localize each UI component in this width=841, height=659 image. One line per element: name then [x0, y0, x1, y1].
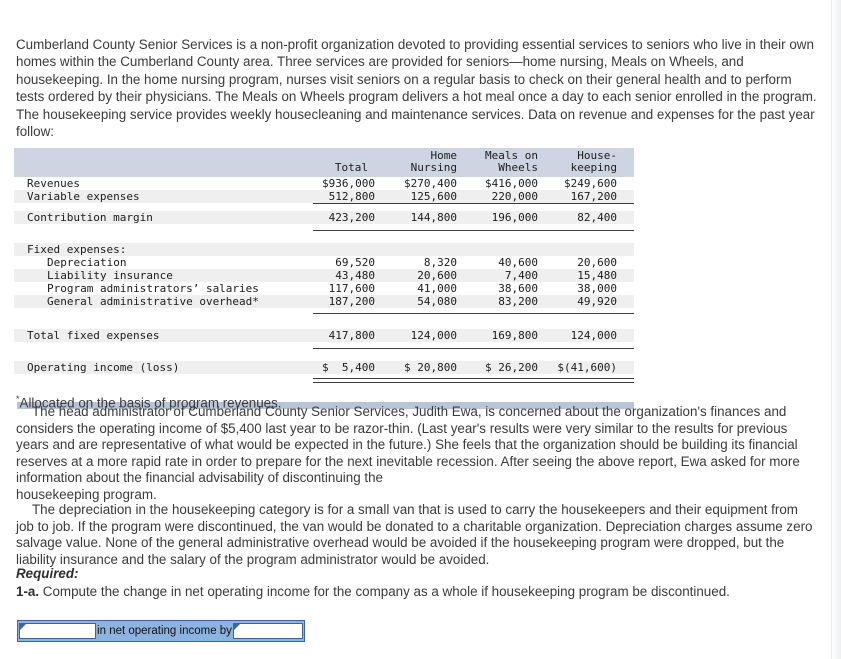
table-row: Revenues $936,000 $270,400 $416,000 $249,600	[14, 177, 634, 190]
financial-table-header: Total Home Nursing Meals on Wheels House-keep…	[14, 148, 634, 177]
row-label: Variable expenses	[27, 190, 140, 203]
column-header: Home Nursing	[410, 149, 457, 174]
cell-value: 512,800	[328, 190, 375, 203]
row-label: Depreciation	[47, 256, 127, 269]
table-row: Variable expenses 512,800 125,600 220,000 16…	[14, 190, 634, 203]
cell-value: 220,000	[491, 190, 538, 203]
paragraph-text: The head administrator of Cumberland Cou…	[16, 404, 800, 485]
question-number: 1-a.	[16, 584, 40, 599]
corner-marker-icon	[234, 624, 240, 630]
cell-value: 196,000	[491, 211, 538, 224]
cell-value: $(41,600)	[557, 361, 617, 374]
cell-value: 7,400	[504, 269, 538, 282]
financial-table-body: Revenues $936,000 $270,400 $416,000 $249,600…	[14, 177, 634, 392]
paragraph-text: housekeeping program.	[16, 486, 157, 502]
table-row: Fixed expenses:	[14, 243, 634, 256]
cell-value: 417,800	[328, 329, 375, 342]
cell-value: 38,600	[498, 282, 538, 295]
intro-paragraph: Cumberland County Senior Services is a n…	[16, 37, 817, 140]
answer-widget: in net operating income by	[17, 620, 305, 642]
cell-value: 169,800	[491, 329, 538, 342]
cell-value: 83,200	[498, 295, 538, 308]
column-header: Meals on Wheels	[485, 149, 538, 174]
cell-value: $249,600	[564, 177, 617, 190]
table-row: Program administrators’ salaries 117,600 4…	[14, 282, 634, 295]
question-1a: 1-a. Compute the change in net operating…	[16, 584, 817, 601]
footnote-marker: *	[16, 394, 20, 404]
answer-input-right[interactable]	[233, 623, 303, 639]
cell-value: 124,000	[570, 329, 617, 342]
scrollbar-track[interactable]	[831, 0, 841, 659]
table-end-bar	[17, 402, 634, 409]
table-spacer	[14, 203, 634, 211]
row-label: Liability insurance	[47, 269, 173, 282]
footnote: *Allocated on the basis of program reven…	[16, 391, 817, 412]
answer-widget-label: in net operating income by	[97, 625, 232, 637]
cell-value: 38,000	[577, 282, 617, 295]
cell-value: 49,920	[577, 295, 617, 308]
question-text: Compute the change in net operating inco…	[39, 584, 730, 599]
cell-value: 40,600	[498, 256, 538, 269]
table-spacer	[14, 230, 634, 243]
row-label: Fixed expenses:	[27, 243, 127, 256]
cell-value: 20,600	[577, 256, 617, 269]
cell-value: $416,000	[485, 177, 538, 190]
row-label: Total fixed expenses	[27, 329, 160, 342]
cell-value: 125,600	[410, 190, 457, 203]
cell-value	[538, 243, 617, 256]
required-label: Required:	[16, 566, 79, 581]
cell-value: 15,480	[577, 269, 617, 282]
table-spacer	[14, 348, 634, 361]
table-row: Total fixed expenses 417,800 124,000 169,80…	[14, 329, 634, 342]
cell-value: 82,400	[577, 211, 617, 224]
financial-table: Total Home Nursing Meals on Wheels House-keep…	[14, 148, 634, 409]
cell-value: $270,400	[404, 177, 457, 190]
row-label: General administrative overhead*	[47, 295, 259, 308]
row-label: Operating income (loss)	[27, 361, 180, 374]
answer-input-left[interactable]	[19, 623, 96, 639]
row-label: Program administrators’ salaries	[47, 282, 259, 295]
cell-value: $ 5,400	[322, 361, 375, 374]
footnote-text: Allocated on the basis of program revenu…	[19, 395, 282, 411]
table-spacer	[14, 378, 634, 392]
cell-value: 54,080	[417, 295, 457, 308]
table-row: Contribution margin 423,200 144,800 196,000…	[14, 211, 634, 224]
table-row: Liability insurance 43,480 20,600 7,400 15,4…	[14, 269, 634, 282]
row-label: Revenues	[27, 177, 80, 190]
row-label: Contribution margin	[27, 211, 153, 224]
corner-marker-icon	[20, 624, 26, 630]
cell-value: 124,000	[410, 329, 457, 342]
cell-value: $936,000	[322, 177, 375, 190]
cell-value: 117,600	[328, 282, 375, 295]
cell-value: 69,520	[335, 256, 375, 269]
cell-value: 187,200	[328, 295, 375, 308]
cell-value: $ 20,800	[404, 361, 457, 374]
narrative-paragraph-2: The head administrator of Cumberland Cou…	[16, 404, 817, 503]
cell-value: 144,800	[410, 211, 457, 224]
cell-value: 423,200	[328, 211, 375, 224]
cell-value: 167,200	[570, 190, 617, 203]
cell-value: $ 26,200	[485, 361, 538, 374]
cell-value: 8,320	[423, 256, 457, 269]
table-spacer	[14, 313, 634, 329]
column-header: House-keeping	[570, 149, 617, 174]
table-row: General administrative overhead* 187,200 5…	[14, 295, 634, 308]
table-row: Operating income (loss) $ 5,400 $ 20,800 $ …	[14, 361, 634, 374]
column-header: Total	[334, 161, 368, 174]
cell-value	[375, 243, 457, 256]
cell-value: 20,600	[417, 269, 457, 282]
cell-value: 41,000	[417, 282, 457, 295]
cell-value: 43,480	[335, 269, 375, 282]
table-row: Depreciation 69,520 8,320 40,600 20,600	[14, 256, 634, 269]
cell-value	[457, 243, 538, 256]
cell-value	[305, 243, 375, 256]
narrative-paragraph-3: The depreciation in the housekeeping cat…	[16, 502, 813, 567]
